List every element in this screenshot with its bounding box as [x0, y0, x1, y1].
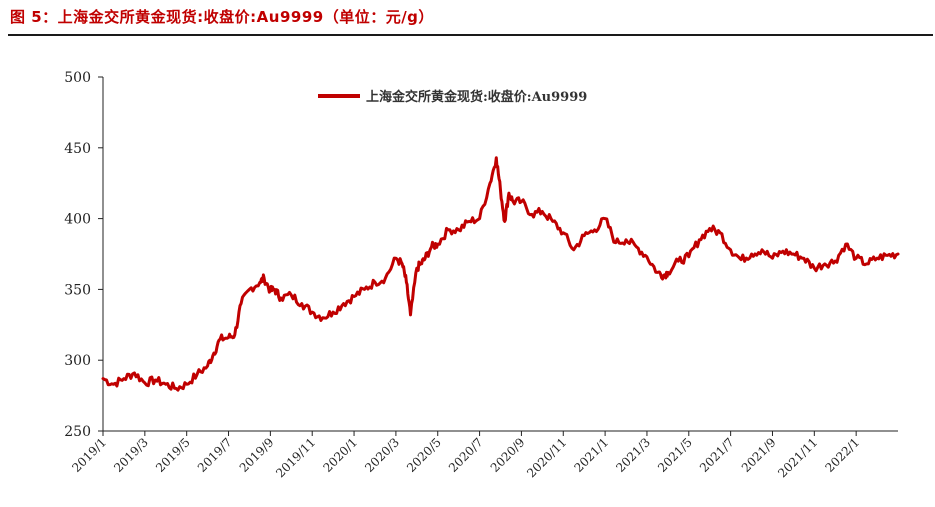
title-rule: [8, 34, 933, 36]
y-tick-label: 300: [64, 353, 91, 369]
x-tick-label: 2022/1: [823, 435, 863, 475]
chart-legend: 上海金交所黄金现货:收盘价:Au9999: [318, 89, 587, 105]
x-tick-label: 2020/9: [488, 435, 528, 475]
x-tick-label: 2021/9: [739, 435, 779, 475]
x-tick-label: 2021/5: [655, 435, 695, 475]
figure-title: 图 5：上海金交所黄金现货:收盘价:Au9999（单位：元/g）: [10, 8, 434, 26]
series-line: [101, 156, 900, 392]
x-tick-label: 2020/11: [524, 435, 569, 480]
y-tick-label: 250: [64, 424, 91, 440]
x-tick-label: 2021/3: [613, 435, 653, 475]
x-tick-label: 2019/5: [153, 435, 193, 475]
x-tick-label: 2019/11: [273, 435, 318, 480]
x-tick-label: 2019/7: [195, 435, 235, 475]
y-tick-label: 450: [64, 141, 91, 157]
x-tick-label: 2019/3: [111, 435, 151, 475]
y-tick-label: 500: [64, 70, 91, 86]
y-tick-label: 400: [64, 212, 91, 228]
y-axis-ticks: 500 450 400 350 300 250: [64, 70, 103, 440]
x-tick-label: 2019/1: [69, 435, 109, 475]
x-tick-label: 2019/9: [237, 435, 277, 475]
chart-axes: [102, 77, 898, 432]
x-tick-label: 2021/1: [571, 435, 611, 475]
chart-series: [101, 156, 900, 392]
x-tick-label: 2021/7: [697, 435, 737, 475]
x-tick-label: 2021/11: [775, 435, 820, 480]
x-tick-label: 2020/1: [320, 435, 360, 475]
y-tick-label: 350: [64, 282, 91, 298]
x-tick-label: 2020/3: [362, 435, 402, 475]
x-tick-label: 2020/7: [446, 435, 486, 475]
x-tick-label: 2020/5: [404, 435, 444, 475]
legend-label: 上海金交所黄金现货:收盘价:Au9999: [366, 89, 587, 105]
